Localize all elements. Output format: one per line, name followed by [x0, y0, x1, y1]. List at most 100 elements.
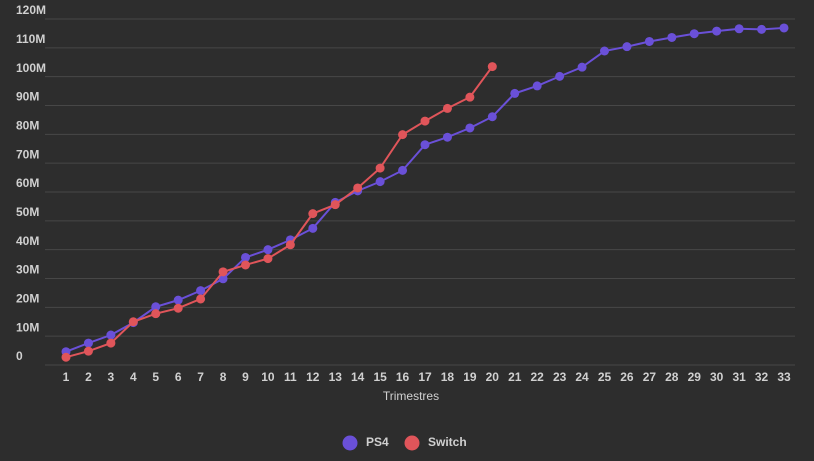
data-point — [353, 183, 363, 193]
x-tick-label: 21 — [508, 370, 522, 384]
data-point — [420, 116, 430, 126]
x-axis-title: Trimestres — [383, 389, 439, 403]
data-point — [128, 317, 138, 327]
data-point — [420, 140, 430, 150]
x-tick-label: 27 — [643, 370, 657, 384]
data-point — [689, 29, 699, 39]
x-tick-label: 23 — [553, 370, 567, 384]
data-point — [532, 81, 542, 91]
x-tick-label: 16 — [396, 370, 410, 384]
x-tick-label: 8 — [220, 370, 227, 384]
data-point — [712, 26, 722, 36]
x-tick-label: 15 — [373, 370, 387, 384]
data-point — [667, 32, 677, 42]
data-point — [442, 103, 452, 113]
x-tick-label: 4 — [130, 370, 137, 384]
x-tick-label: 11 — [284, 370, 297, 384]
data-point — [375, 163, 385, 173]
y-tick-label: 50M — [16, 205, 39, 219]
x-tick-label: 29 — [688, 370, 702, 384]
data-point — [263, 245, 273, 255]
legend-label: PS4 — [366, 435, 389, 449]
x-tick-label: 14 — [351, 370, 365, 384]
data-point — [600, 46, 609, 56]
y-tick-label: 80M — [16, 119, 39, 133]
y-tick-label: 40M — [16, 234, 39, 248]
x-tick-label: 30 — [710, 370, 724, 384]
legend-marker — [404, 435, 420, 451]
data-point — [218, 274, 228, 284]
data-point — [487, 62, 497, 72]
y-tick-label: 10M — [16, 320, 39, 334]
data-point — [83, 338, 93, 348]
y-tick-label: 0 — [16, 349, 23, 363]
x-tick-label: 19 — [463, 370, 477, 384]
x-tick-label: 6 — [175, 370, 182, 384]
x-tick-label: 17 — [418, 370, 432, 384]
data-point — [398, 130, 408, 140]
data-point — [196, 294, 206, 304]
x-tick-label: 7 — [197, 370, 204, 384]
data-point — [375, 177, 385, 187]
x-tick-label: 22 — [531, 370, 545, 384]
data-point — [577, 62, 587, 72]
data-point — [151, 302, 161, 312]
data-point — [734, 24, 744, 34]
data-point — [173, 303, 183, 313]
y-tick-label: 110M — [16, 32, 45, 46]
data-point — [173, 295, 183, 305]
x-tick-label: 10 — [261, 370, 275, 384]
data-point — [151, 309, 161, 319]
x-tick-label: 18 — [441, 370, 455, 384]
series-line — [65, 65, 494, 359]
data-point — [465, 92, 475, 102]
data-point — [644, 36, 654, 46]
x-tick-label: 28 — [665, 370, 679, 384]
data-point — [61, 352, 71, 362]
data-point — [510, 88, 520, 98]
legend-label: Switch — [428, 435, 467, 449]
data-point — [398, 165, 408, 175]
data-point — [308, 209, 318, 219]
x-tick-label: 9 — [242, 370, 249, 384]
x-tick-label: 32 — [755, 370, 769, 384]
data-point — [308, 223, 318, 233]
data-point — [487, 112, 497, 122]
legend-marker — [342, 435, 358, 451]
x-tick-label: 12 — [306, 370, 320, 384]
x-tick-label: 1 — [63, 370, 70, 384]
data-point — [83, 346, 93, 356]
y-tick-label: 30M — [16, 263, 39, 277]
x-tick-label: 25 — [598, 370, 612, 384]
x-tick-label: 2 — [85, 370, 92, 384]
data-point — [218, 267, 228, 277]
y-tick-label: 100M — [16, 61, 46, 75]
data-point — [555, 71, 565, 81]
data-point — [196, 286, 206, 296]
data-point — [285, 240, 295, 250]
x-tick-label: 20 — [486, 370, 500, 384]
x-tick-label: 5 — [152, 370, 159, 384]
data-point — [263, 254, 273, 264]
data-point — [442, 132, 452, 142]
x-tick-label: 3 — [108, 370, 115, 384]
x-tick-label: 33 — [777, 370, 791, 384]
data-point — [779, 23, 789, 33]
data-point — [330, 200, 340, 210]
data-point — [757, 24, 767, 34]
data-point — [106, 338, 116, 348]
data-point — [106, 330, 116, 340]
data-point — [241, 260, 250, 270]
y-tick-label: 90M — [16, 90, 39, 104]
y-tick-label: 60M — [16, 176, 39, 190]
x-tick-label: 31 — [732, 370, 746, 384]
data-point — [465, 123, 475, 133]
x-tick-label: 13 — [329, 370, 343, 384]
data-point — [622, 42, 632, 52]
x-tick-label: 26 — [620, 370, 634, 384]
y-tick-label: 20M — [16, 292, 39, 306]
x-tick-label: 24 — [575, 370, 589, 384]
y-tick-label: 120M — [16, 3, 46, 17]
y-tick-label: 70M — [16, 147, 39, 161]
